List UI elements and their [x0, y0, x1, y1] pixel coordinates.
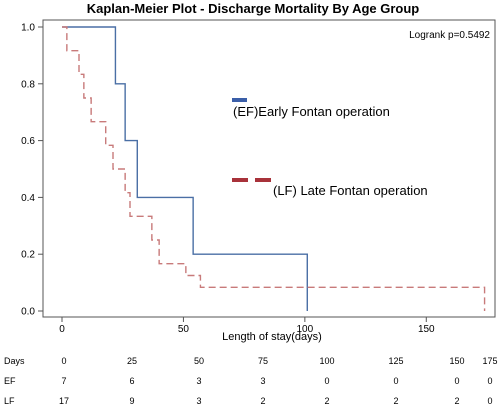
y-axis: 0.0 0.2 0.4 0.6 0.8 1.0 — [21, 23, 43, 318]
risk-cell: 2 — [393, 396, 398, 406]
risk-day-label: 125 — [388, 356, 403, 366]
risk-cell: 0 — [487, 396, 492, 406]
risk-cell: 17 — [59, 396, 69, 406]
series-group — [62, 26, 486, 311]
risk-table: Days 0 25 50 75 100 125 150 175 EF 7 6 3 3 0 0 0 0 LF 17 9 3 2… — [4, 356, 498, 406]
risk-cell: 0 — [393, 376, 398, 386]
y-tick-label: 1.0 — [21, 23, 35, 34]
legend: (EF)Early Fontan operation (LF) Late Fon… — [232, 98, 428, 198]
risk-day-label: 0 — [61, 356, 66, 366]
logrank-annotation: Logrank p=0.5492 — [409, 30, 490, 41]
risk-cell: 7 — [61, 376, 66, 386]
x-tick-label: 150 — [418, 324, 435, 335]
y-tick-label: 0.8 — [21, 79, 35, 90]
risk-cell: 0 — [454, 376, 459, 386]
risk-day-label: 150 — [449, 356, 464, 366]
risk-cell: 3 — [196, 396, 201, 406]
risk-cell: 2 — [454, 396, 459, 406]
risk-cell: 0 — [487, 376, 492, 386]
y-tick-label: 0.0 — [21, 307, 35, 318]
series-line-lf — [62, 26, 486, 311]
risk-cell: 0 — [324, 376, 329, 386]
x-tick-label: 0 — [59, 324, 65, 335]
risk-cell: 6 — [129, 376, 134, 386]
risk-cell: 3 — [260, 376, 265, 386]
x-tick-label: 50 — [178, 324, 190, 335]
risk-day-label: 100 — [319, 356, 334, 366]
legend-label-ef: (EF)Early Fontan operation — [233, 104, 390, 119]
risk-cell: 3 — [196, 376, 201, 386]
legend-label-lf: (LF) Late Fontan operation — [273, 183, 428, 198]
x-tick-label: 100 — [297, 324, 314, 335]
risk-cell: 2 — [260, 396, 265, 406]
risk-row-label: LF — [4, 396, 15, 406]
risk-day-label: 50 — [194, 356, 204, 366]
risk-day-label: 175 — [482, 356, 497, 366]
risk-cell: 9 — [129, 396, 134, 406]
y-tick-label: 0.6 — [21, 136, 35, 147]
risk-row-label: EF — [4, 376, 16, 386]
risk-day-label: 25 — [127, 356, 137, 366]
risk-cell: 2 — [324, 396, 329, 406]
x-axis-label: Length of stay(days) — [222, 331, 322, 343]
series-line-ef — [62, 26, 308, 311]
plot-frame — [42, 19, 496, 318]
y-tick-label: 0.2 — [21, 250, 35, 261]
risk-day-label: 75 — [258, 356, 268, 366]
chart-title: Kaplan-Meier Plot - Discharge Mortality … — [87, 1, 420, 16]
y-tick-label: 0.4 — [21, 193, 35, 204]
risk-header-label: Days — [4, 356, 25, 366]
x-axis: 0 50 100 150 — [59, 317, 435, 335]
